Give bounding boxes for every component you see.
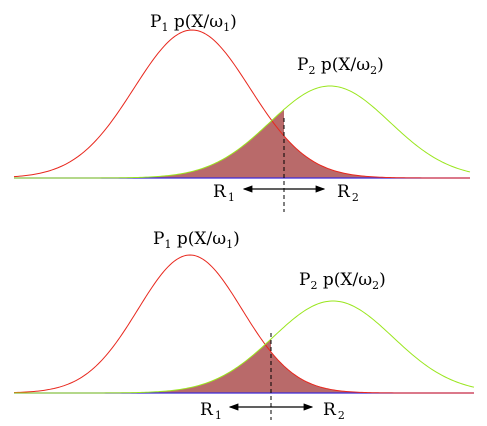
class1-curve-bottom: [13, 254, 474, 394]
class2-curve-bottom: [14, 300, 475, 394]
curve2-label-bottom: P2 p(X/ω2): [299, 270, 386, 292]
class1-curve-top: [13, 29, 470, 179]
curve1-label-bottom: P1 p(X/ω1): [153, 229, 240, 251]
curve1-label-top: P1 p(X/ω1): [150, 12, 237, 34]
error-area-bottom: [141, 339, 357, 393]
class2-curve-top: [14, 85, 471, 179]
error-area-top: [138, 109, 378, 178]
curve2-label-top: P2 p(X/ω2): [297, 55, 384, 77]
